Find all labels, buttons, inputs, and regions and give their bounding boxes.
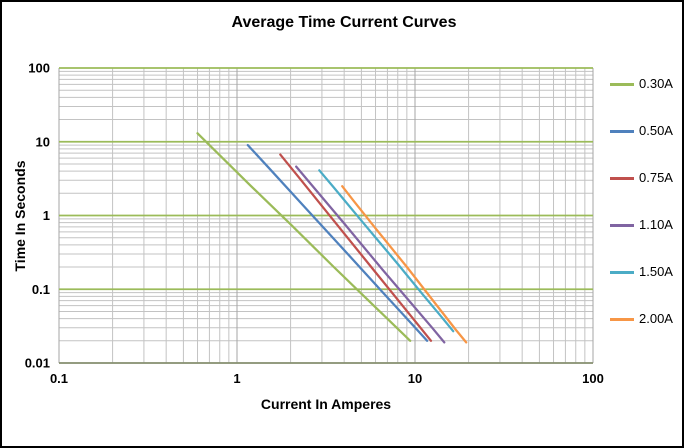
legend-swatch-icon: [610, 82, 634, 86]
series-line-0.50A: [246, 143, 429, 342]
chart-title: Average Time Current Curves: [231, 14, 457, 31]
x-tick-label: 1: [233, 371, 240, 386]
legend-swatch-icon: [610, 176, 634, 180]
y-tick-label: 1: [43, 208, 50, 223]
legend-label: 0.50A: [639, 123, 673, 138]
y-tick-label: 10: [36, 134, 50, 149]
legend-label: 0.75A: [639, 170, 673, 185]
y-tick-label: 0.01: [25, 356, 50, 371]
legend-swatch-icon: [610, 317, 634, 321]
y-tick-label: 100: [28, 61, 50, 76]
series-line-0.30A: [196, 132, 412, 342]
series-line-1.10A: [295, 165, 446, 344]
y-axis-title: Time In Seconds: [12, 160, 28, 272]
legend-label: 2.00A: [639, 311, 673, 326]
legend-item-2.00A: 2.00A: [602, 310, 682, 328]
legend-label: 1.50A: [639, 264, 673, 279]
x-tick-label: 100: [582, 371, 604, 386]
legend-swatch-icon: [610, 223, 634, 227]
legend-label: 1.10A: [639, 217, 673, 232]
legend-swatch-icon: [610, 129, 634, 133]
x-tick-label: 0.1: [50, 371, 68, 386]
x-tick-label: 10: [408, 371, 422, 386]
y-tick-label: 0.1: [32, 282, 50, 297]
series-line-2.00A: [341, 185, 468, 344]
legend-item-1.50A: 1.50A: [602, 263, 682, 281]
legend-item-1.10A: 1.10A: [602, 216, 682, 234]
series-line-1.50A: [318, 169, 455, 333]
legend-item-0.50A: 0.50A: [602, 122, 682, 140]
legend: 0.30A 0.50A 0.75A 1.10A 1.50A 2.00A: [602, 2, 682, 446]
legend-item-0.30A: 0.30A: [602, 75, 682, 93]
legend-item-0.75A: 0.75A: [602, 169, 682, 187]
x-axis-title: Current In Amperes: [260, 396, 392, 412]
series-line-0.75A: [279, 153, 433, 342]
legend-label: 0.30A: [639, 76, 673, 91]
legend-swatch-icon: [610, 270, 634, 274]
